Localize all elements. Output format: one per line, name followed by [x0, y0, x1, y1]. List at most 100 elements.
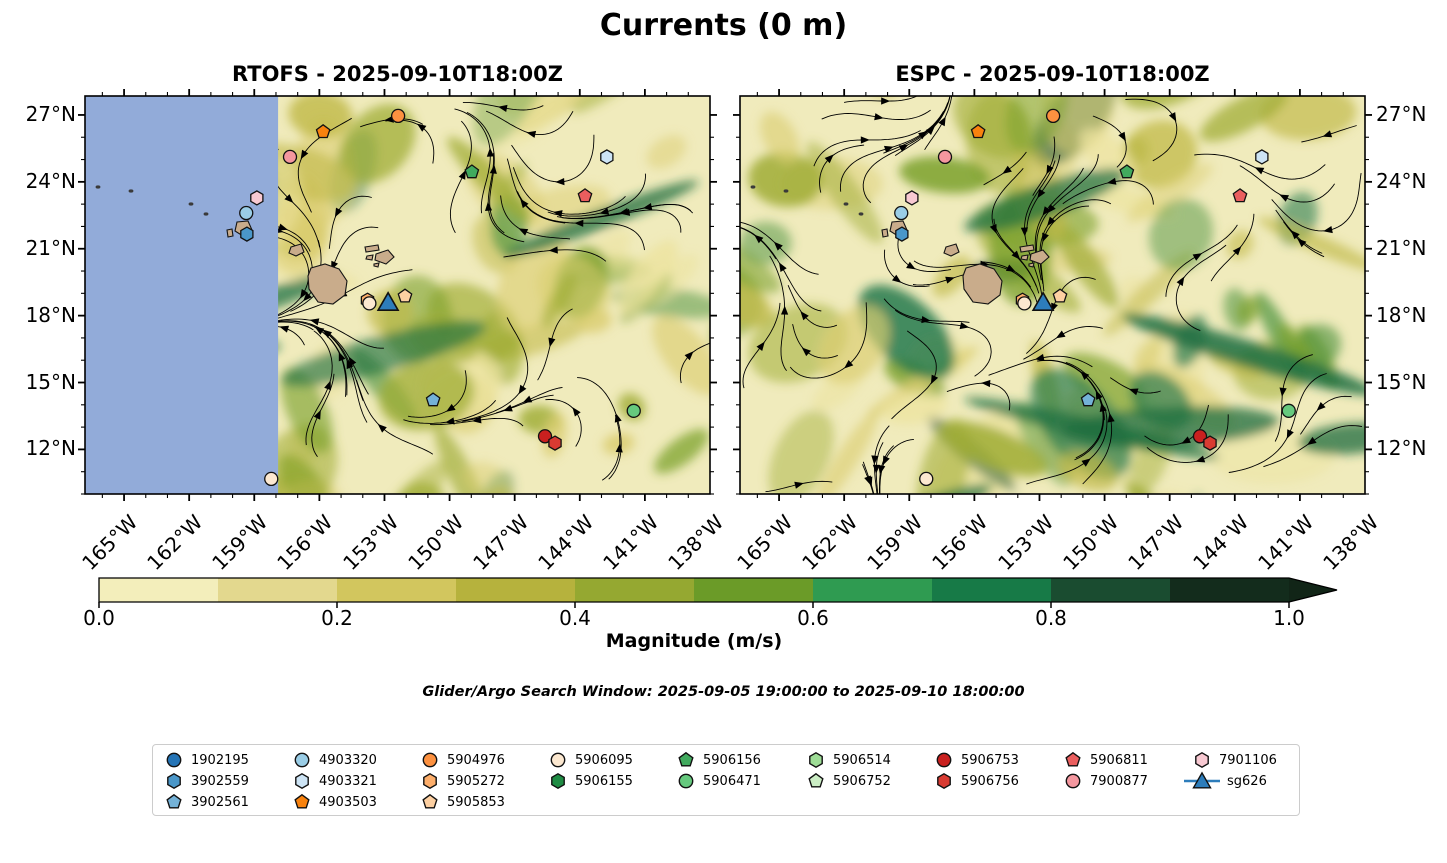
marker-4903503 — [315, 123, 331, 139]
lat-tick-label: 24°N — [1376, 169, 1427, 193]
legend-entry-5904976: 5904976 — [420, 750, 505, 770]
legend-label: 5906471 — [703, 773, 761, 789]
legend-label: 5906753 — [961, 752, 1019, 768]
legend-entry-1902195: 1902195 — [164, 750, 249, 770]
legend-entry-3902561: 3902561 — [164, 792, 249, 812]
legend-entry-5905853: 5905853 — [420, 792, 505, 812]
panel-title-rtofs: RTOFS - 2025-09-10T18:00Z — [232, 62, 563, 86]
legend-label: 5905853 — [447, 794, 505, 810]
hexagon-icon — [551, 772, 565, 790]
legend-label: 5906514 — [833, 752, 891, 768]
marker-5906756 — [1203, 435, 1217, 451]
lat-tick-label: 18°N — [1376, 303, 1427, 327]
legend-label: 5906811 — [1090, 752, 1148, 768]
marker-7900877 — [282, 149, 298, 165]
marker-5906095 — [1017, 296, 1032, 311]
marker-sg626 — [1031, 291, 1055, 311]
marker-4903321 — [600, 149, 614, 165]
marker-4903503 — [970, 123, 986, 139]
legend-entry-5906514: 5906514 — [806, 750, 891, 770]
marker-sg626 — [376, 291, 400, 311]
lat-tick-label: 21°N — [1376, 236, 1427, 260]
lat-tick-label: 12°N — [1376, 436, 1427, 460]
legend-label: 3902561 — [191, 794, 249, 810]
circle-icon — [1065, 773, 1081, 789]
legend-entry-5906753: 5906753 — [934, 750, 1019, 770]
circle-icon — [678, 773, 694, 789]
legend-label: 4903320 — [319, 752, 377, 768]
legend-entry-4903321: 4903321 — [292, 771, 377, 791]
marker-7901106 — [905, 190, 919, 206]
hexagon-icon — [423, 772, 437, 790]
legend-label: 5906756 — [961, 773, 1019, 789]
figure-title: Currents (0 m) — [599, 8, 848, 43]
map-panel-espc — [733, 89, 1372, 501]
legend-entry-sg626: sg626 — [1184, 771, 1267, 791]
circle-icon — [550, 752, 566, 768]
search-window-text: Glider/Argo Search Window: 2025-09-05 19… — [422, 684, 1025, 700]
marker-3902559 — [895, 226, 909, 242]
pentagon-icon — [1065, 751, 1081, 767]
legend-entry-5906811: 5906811 — [1063, 750, 1148, 770]
colorbar-label: Magnitude (m/s) — [605, 630, 783, 652]
marker-4903321 — [1255, 149, 1269, 165]
lat-tick-label: 15°N — [25, 370, 76, 394]
pentagon-icon — [166, 793, 182, 809]
map-panel-rtofs — [78, 89, 717, 501]
legend-label: 7900877 — [1090, 773, 1148, 789]
legend-label: 5906752 — [833, 773, 891, 789]
marker-3902561 — [425, 392, 441, 407]
marker-5905853 — [397, 288, 413, 303]
circle-icon — [166, 752, 182, 768]
legend-label: 7901106 — [1219, 752, 1277, 768]
colorbar-tick-label: 0.2 — [321, 606, 353, 630]
legend-label: 4903503 — [319, 794, 377, 810]
legend-label: 4903321 — [319, 773, 377, 789]
panel-title-espc: ESPC - 2025-09-10T18:00Z — [895, 62, 1210, 86]
legend-entry-7901106: 7901106 — [1192, 750, 1277, 770]
marker-7900877 — [937, 149, 953, 165]
marker-3902561 — [1080, 392, 1096, 407]
legend-label: 5906095 — [575, 752, 633, 768]
lat-tick-label: 12°N — [25, 436, 76, 460]
circle-icon — [936, 752, 952, 768]
marker-3902559 — [240, 226, 254, 242]
marker-7901106 — [250, 190, 264, 206]
legend-label: 1902195 — [191, 752, 249, 768]
lat-tick-label: 15°N — [1376, 370, 1427, 394]
colorbar-tick-label: 0.8 — [1035, 606, 1067, 630]
legend: 1902195 3902559 3902561 4903320 4903321 49035… — [152, 744, 1300, 816]
marker-5906095 — [264, 471, 279, 487]
lat-tick-label: 27°N — [25, 102, 76, 126]
colorbar-tick-label: 0.0 — [83, 606, 115, 630]
legend-label: 5906156 — [703, 752, 761, 768]
colorbar-tick-label: 0.6 — [797, 606, 829, 630]
lat-tick-label: 21°N — [25, 236, 76, 260]
marker-5905853 — [1052, 288, 1068, 303]
legend-entry-5906095: 5906095 — [548, 750, 633, 770]
legend-entry-3902559: 3902559 — [164, 771, 249, 791]
colorbar — [98, 577, 1338, 608]
legend-label: sg626 — [1227, 773, 1267, 789]
legend-label: 5906155 — [575, 773, 633, 789]
pentagon-icon — [422, 793, 438, 809]
marker-5906471 — [1281, 403, 1296, 418]
legend-label: 5905272 — [447, 773, 505, 789]
legend-entry-5906156: 5906156 — [676, 750, 761, 770]
float-markers — [894, 108, 1296, 487]
lat-tick-label: 27°N — [1376, 102, 1427, 126]
marker-4903320 — [894, 205, 909, 221]
legend-label: 3902559 — [191, 773, 249, 789]
marker-5906756 — [548, 435, 562, 451]
pentagon-icon — [678, 751, 694, 767]
legend-entry-5906756: 5906756 — [934, 771, 1019, 791]
lat-tick-label: 24°N — [25, 169, 76, 193]
legend-entry-5906471: 5906471 — [676, 771, 761, 791]
colorbar-tick-label: 1.0 — [1273, 606, 1305, 630]
circle-icon — [422, 752, 438, 768]
legend-entry-5906752: 5906752 — [806, 771, 891, 791]
hexagon-icon — [1195, 751, 1209, 769]
legend-entry-4903503: 4903503 — [292, 792, 377, 812]
colorbar-tick-label: 0.4 — [559, 606, 591, 630]
